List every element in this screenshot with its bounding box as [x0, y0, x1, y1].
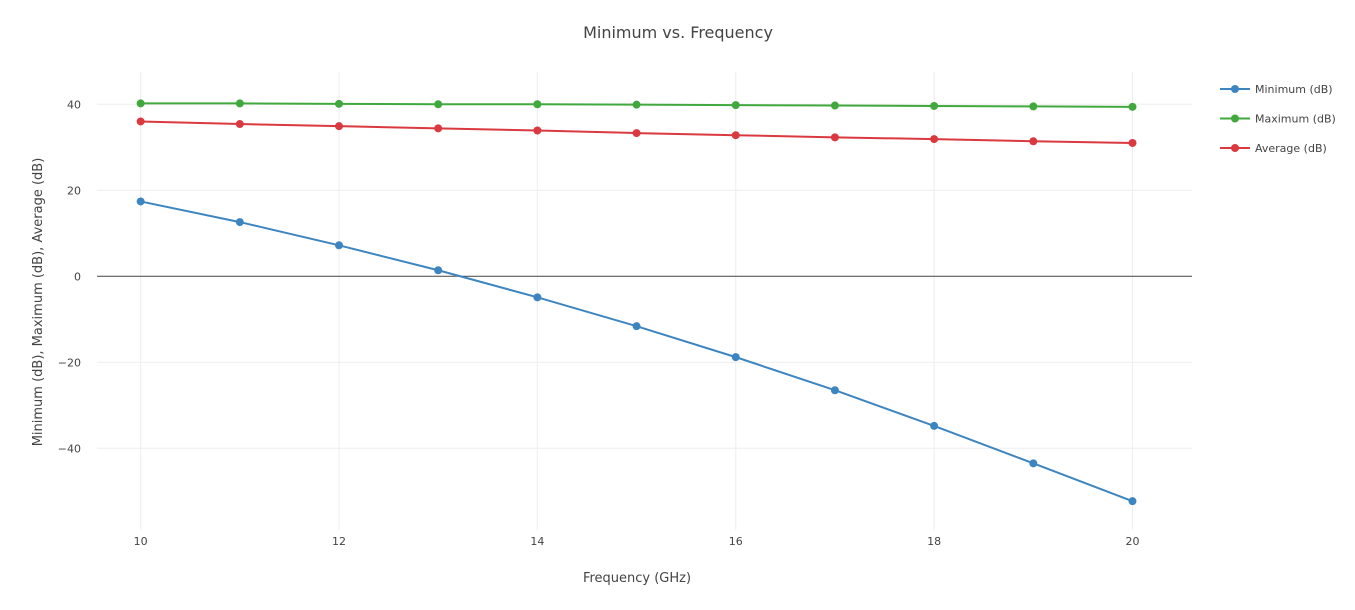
x-tick-label: 12	[332, 535, 346, 548]
data-point	[830, 133, 839, 142]
y-tick-label: 20	[67, 184, 81, 197]
data-point	[930, 135, 939, 144]
legend-swatch-marker	[1231, 144, 1239, 152]
data-point	[235, 99, 244, 108]
data-point	[533, 293, 542, 302]
legend-label: Minimum (dB)	[1255, 83, 1333, 96]
data-point	[632, 100, 641, 109]
data-point	[136, 99, 145, 108]
data-point	[930, 101, 939, 110]
data-point	[434, 266, 443, 275]
x-tick-label: 10	[134, 535, 148, 548]
data-point	[533, 126, 542, 135]
data-point	[731, 131, 740, 140]
data-point	[1128, 138, 1137, 147]
y-tick-label: 0	[74, 270, 81, 283]
series-line	[140, 200, 1133, 503]
y-tick-label: 40	[67, 98, 81, 111]
x-tick-label: 16	[729, 535, 743, 548]
data-point	[1029, 459, 1038, 468]
data-point	[335, 241, 344, 250]
data-point	[335, 99, 344, 108]
data-point	[930, 421, 939, 430]
legend-label: Maximum (dB)	[1255, 113, 1336, 126]
data-point	[1029, 137, 1038, 146]
data-point	[434, 100, 443, 109]
y-tick-label: −40	[58, 442, 81, 455]
data-point	[335, 122, 344, 131]
data-point	[1029, 102, 1038, 111]
x-tick-label: 20	[1125, 535, 1139, 548]
y-axis-label: Minimum (dB), Maximum (dB), Average (dB)	[31, 158, 46, 447]
data-point	[1128, 497, 1137, 506]
data-point	[235, 218, 244, 227]
data-point	[1128, 102, 1137, 111]
series	[136, 99, 1137, 506]
data-point	[434, 124, 443, 133]
data-point	[830, 386, 839, 395]
x-axis-label: Frequency (GHz)	[583, 571, 691, 586]
data-point	[731, 101, 740, 110]
ticks: 10 12 14 16 18 20 −40 −20 0 20 40	[58, 98, 1140, 548]
data-point	[830, 101, 839, 110]
x-tick-label: 18	[927, 535, 941, 548]
legend-item[interactable]: Maximum (dB)	[1220, 113, 1336, 126]
data-point	[235, 120, 244, 129]
legend-label: Average (dB)	[1255, 142, 1327, 155]
data-point	[632, 129, 641, 138]
data-point	[136, 197, 145, 206]
legend-swatch-marker	[1231, 85, 1239, 93]
y-tick-label: −20	[58, 356, 81, 369]
x-tick-label: 14	[530, 535, 544, 548]
data-point	[632, 322, 641, 331]
data-point	[731, 353, 740, 362]
legend: Minimum (dB) Maximum (dB) Average (dB)	[1220, 83, 1336, 155]
legend-item[interactable]: Minimum (dB)	[1220, 83, 1333, 96]
legend-item[interactable]: Average (dB)	[1220, 142, 1327, 155]
chart-title: Minimum vs. Frequency	[583, 23, 773, 42]
data-point	[136, 117, 145, 126]
legend-swatch-marker	[1231, 114, 1239, 123]
data-point	[533, 100, 542, 109]
